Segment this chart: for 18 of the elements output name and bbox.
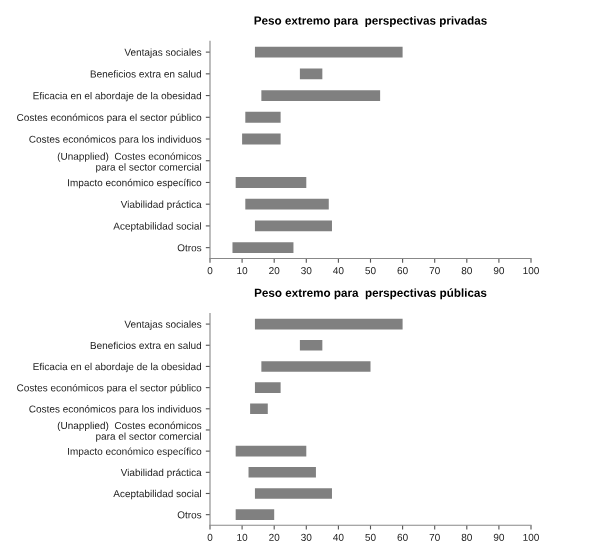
- bar: [261, 361, 371, 372]
- bar: [261, 90, 381, 101]
- bar: [242, 133, 281, 145]
- bar: [250, 403, 268, 415]
- bar: [235, 177, 307, 188]
- bar: [235, 445, 307, 457]
- bar: [248, 467, 316, 478]
- bar: [299, 68, 323, 80]
- bar: [254, 382, 281, 393]
- bar: [254, 220, 332, 232]
- bar: [299, 339, 323, 351]
- bar: [254, 488, 332, 499]
- bar: [254, 46, 403, 58]
- bar: [235, 509, 275, 520]
- bar: [245, 111, 281, 123]
- bar: [232, 242, 294, 254]
- bar: [245, 198, 329, 210]
- bar: [254, 318, 403, 330]
